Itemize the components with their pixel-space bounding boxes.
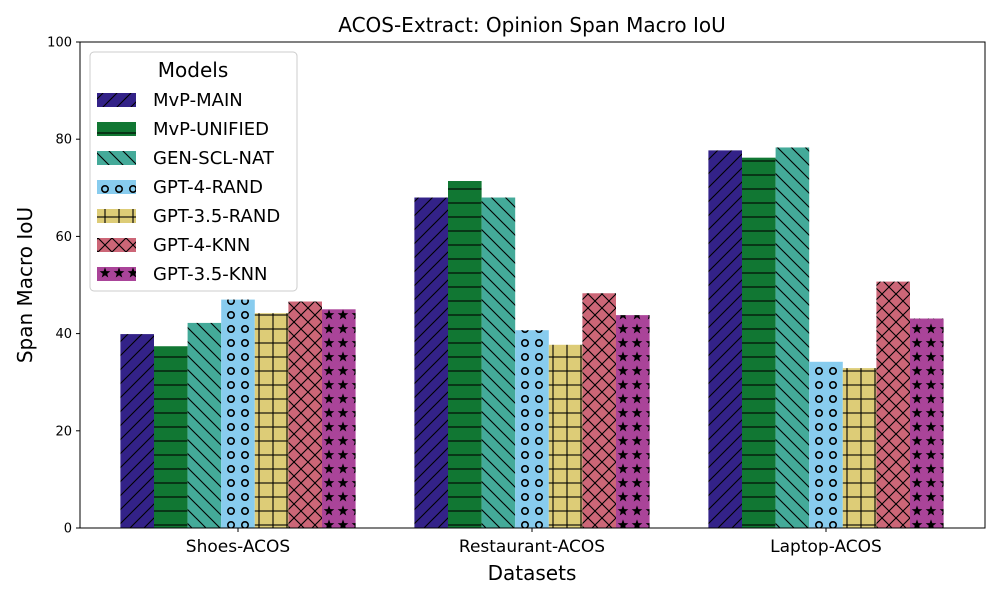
legend-label: MvP-MAIN (153, 90, 243, 111)
x-tick-label: Restaurant-ACOS (459, 537, 605, 557)
bar-gen-scl-nat-laptop-acos (775, 147, 810, 528)
legend-swatch (97, 180, 136, 194)
y-tick-label: 80 (55, 133, 72, 148)
legend-items: MvP-MAIN MvP-UNIFIED GEN-SCL-NAT GPT-4-RAND… (97, 90, 280, 285)
axes-layer: 0 20 40 60 80 100 Shoes-ACOS Restaurant-ACOS Lap… (47, 36, 882, 558)
y-tick-label: 100 (47, 36, 72, 51)
legend-item-mvp-main: MvP-MAIN (97, 90, 243, 111)
x-tick-label: Shoes-ACOS (186, 537, 290, 557)
bar-mvp-main-restaurant-acos (414, 197, 448, 528)
bar-mvp-main-laptop-acos (708, 150, 742, 528)
bar-mvp-unified-shoes-acos (154, 346, 188, 528)
legend-label: MvP-UNIFIED (153, 119, 269, 140)
legend-label: GPT-4-KNN (153, 235, 250, 256)
legend-item-mvp-unified: MvP-UNIFIED (97, 119, 269, 140)
legend-label: GPT-4-RAND (153, 177, 263, 198)
chart-title: ACOS-Extract: Opinion Span Macro IoU (338, 13, 726, 37)
bar-mvp-main-shoes-acos (120, 334, 154, 528)
legend-item-gpt-3-5-knn: GPT-3.5-KNN (97, 264, 268, 285)
x-axis-label: Datasets (488, 561, 577, 585)
legend-title: Models (158, 58, 228, 82)
bar-gpt-4-knn-laptop-acos (876, 281, 910, 528)
legend-label: GPT-3.5-RAND (153, 206, 280, 227)
legend-swatch (97, 209, 136, 223)
bar-gpt-4-rand-restaurant-acos (515, 330, 549, 528)
bar-gpt-3-5-rand-shoes-acos (254, 313, 289, 528)
bar-gpt-4-rand-shoes-acos (221, 299, 255, 528)
bar-gpt-4-rand-laptop-acos (809, 361, 843, 528)
bar-gpt-3-5-knn-restaurant-acos (616, 315, 650, 528)
legend-label: GEN-SCL-NAT (153, 148, 275, 169)
y-axis-label: Span Macro IoU (13, 207, 37, 363)
bar-gpt-3-5-rand-restaurant-acos (548, 344, 583, 528)
legend-swatch (97, 122, 136, 136)
bar-gpt-3-5-knn-laptop-acos (910, 318, 944, 528)
bar-gpt-3-5-rand-laptop-acos (842, 368, 877, 528)
legend-frame (89, 51, 298, 292)
bars-layer (120, 147, 944, 529)
bar-gpt-3-5-knn-shoes-acos (322, 309, 356, 528)
legend-item-gen-scl-nat: GEN-SCL-NAT (97, 148, 275, 169)
legend-item-gpt-3-5-rand: GPT-3.5-RAND (97, 206, 280, 227)
bar-gpt-4-knn-restaurant-acos (582, 293, 616, 528)
legend-swatch (97, 238, 136, 252)
bar-mvp-unified-laptop-acos (742, 157, 776, 529)
y-tick-label: 0 (64, 522, 72, 537)
legend-swatch (97, 267, 136, 281)
bar-gpt-4-knn-shoes-acos (288, 301, 322, 528)
bar-mvp-unified-restaurant-acos (448, 181, 482, 528)
y-tick-label: 40 (55, 327, 72, 342)
bar-gen-scl-nat-restaurant-acos (481, 197, 516, 528)
legend-swatch (97, 151, 136, 165)
bar-gen-scl-nat-shoes-acos (187, 322, 222, 528)
legend-swatch (97, 93, 136, 107)
legend: Models MvP-MAIN MvP-UNIFIED GEN-SCL-NAT GPT… (89, 51, 298, 292)
y-tick-label: 20 (55, 424, 72, 439)
legend-item-gpt-4-knn: GPT-4-KNN (97, 235, 250, 256)
y-tick-label: 60 (55, 230, 72, 245)
legend-label: GPT-3.5-KNN (153, 264, 268, 285)
x-tick-label: Laptop-ACOS (770, 537, 882, 557)
legend-item-gpt-4-rand: GPT-4-RAND (97, 177, 263, 198)
